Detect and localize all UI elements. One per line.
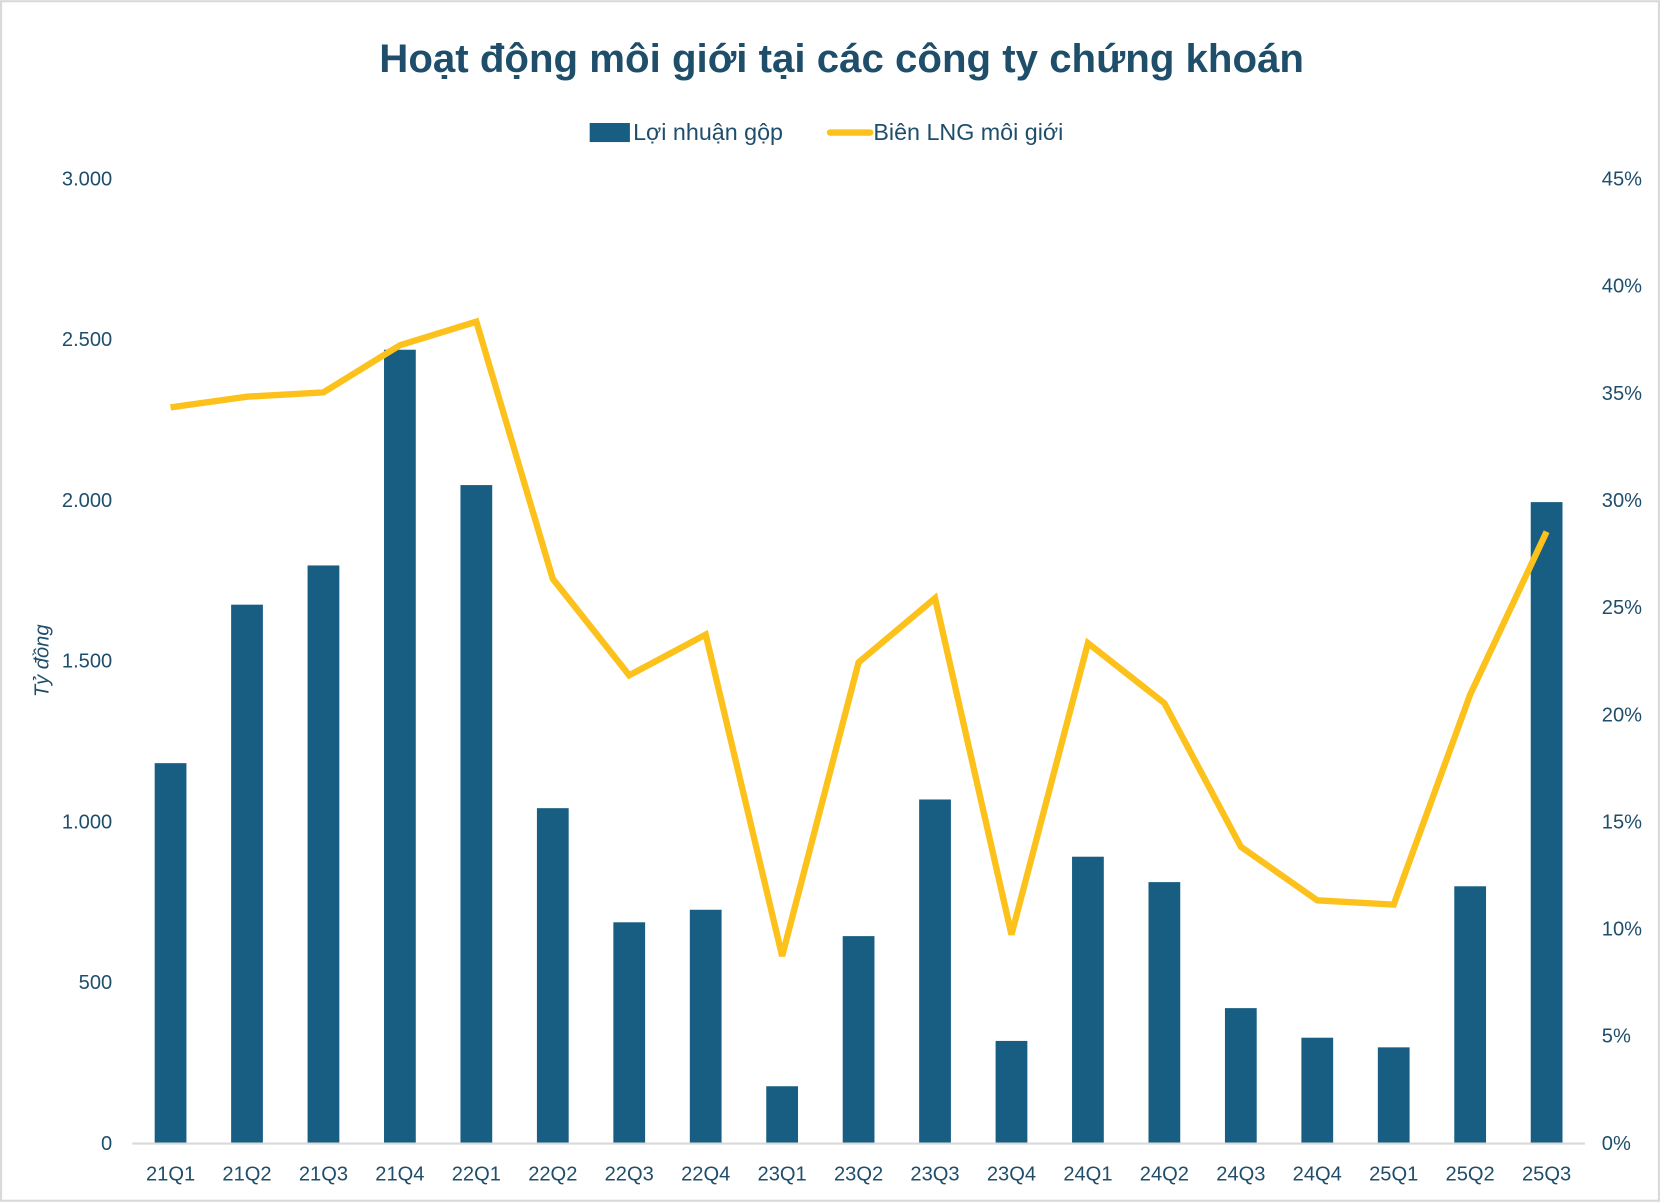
y-right-tick-label: 35%: [1602, 383, 1642, 405]
y-tick-label: 1.000: [62, 811, 112, 833]
bar-23Q1: [766, 1086, 799, 1143]
y-tick-label: 1.500: [62, 651, 112, 673]
bar-24Q3: [1224, 1008, 1257, 1143]
x-tick-label: 23Q3: [910, 1164, 959, 1186]
x-tick-label: 22Q1: [452, 1164, 501, 1186]
bar-25Q2: [1454, 886, 1487, 1143]
y-right-tick-label: 15%: [1602, 811, 1642, 833]
bar-21Q1: [154, 763, 187, 1143]
legend-swatch-bar: [589, 123, 630, 143]
x-tick-label: 22Q4: [681, 1164, 730, 1186]
y-right-tick-label: 20%: [1602, 704, 1642, 726]
bar-21Q3: [307, 565, 340, 1143]
x-tick-label: 25Q1: [1369, 1164, 1418, 1186]
x-tick-label: 25Q3: [1522, 1164, 1571, 1186]
x-tick-label: 23Q1: [758, 1164, 807, 1186]
x-tick-label: 21Q4: [375, 1164, 424, 1186]
y-tick-label: 3.000: [62, 168, 112, 190]
y-right-tick-label: 10%: [1602, 919, 1642, 941]
bar-22Q4: [689, 909, 722, 1143]
legend-label-bar: Lợi nhuận gộp: [633, 119, 783, 145]
x-tick-label: 24Q1: [1063, 1164, 1112, 1186]
bar-24Q1: [1072, 856, 1104, 1143]
x-axis: 21Q1 21Q2 21Q3 21Q4 22Q1 22Q2 22Q3 22Q4 23Q1 23Q2…: [146, 1164, 1571, 1186]
y-right-tick-label: 40%: [1602, 276, 1642, 298]
x-tick-label: 24Q4: [1293, 1164, 1342, 1186]
x-tick-label: 23Q4: [987, 1164, 1036, 1186]
y-tick-label: 500: [79, 972, 113, 994]
bar-23Q4: [995, 1040, 1028, 1143]
x-tick-label: 24Q2: [1140, 1164, 1189, 1186]
x-tick-label: 22Q2: [528, 1164, 577, 1186]
x-tick-label: 21Q3: [299, 1164, 348, 1186]
y-axis-label: Tỷ đồng: [32, 624, 54, 697]
y-right-tick-label: 30%: [1602, 490, 1642, 512]
bar-24Q4: [1301, 1037, 1334, 1143]
y-right-tick-label: 5%: [1602, 1026, 1631, 1048]
y-right-tick-label: 25%: [1602, 597, 1642, 619]
bar-22Q3: [613, 922, 646, 1143]
legend: Lợi nhuận gộp Biên LNG môi giới: [589, 119, 1063, 145]
y-tick-label: 2.000: [62, 490, 112, 512]
bar-21Q2: [231, 604, 263, 1143]
chart-title: Hoạt động môi giới tại các công ty chứng…: [379, 36, 1304, 81]
bar-23Q3: [919, 799, 951, 1143]
x-tick-label: 21Q2: [222, 1164, 271, 1186]
y-axis-right: 0% 5% 10% 15% 20% 25% 30% 35% 40% 45%: [1602, 168, 1642, 1154]
legend-label-line: Biên LNG môi giới: [873, 119, 1063, 145]
bar-22Q1: [460, 485, 493, 1143]
bar-23Q2: [842, 936, 875, 1143]
y-right-tick-label: 0%: [1602, 1133, 1631, 1155]
x-tick-label: 23Q2: [834, 1164, 883, 1186]
bar-25Q1: [1377, 1047, 1410, 1143]
bar-21Q4: [384, 349, 416, 1143]
y-tick-label: 0: [101, 1133, 112, 1155]
bar-24Q2: [1148, 882, 1181, 1143]
x-tick-label: 22Q3: [605, 1164, 654, 1186]
line-series: [170, 317, 1550, 957]
x-tick-label: 24Q3: [1216, 1164, 1265, 1186]
bar-series: [154, 349, 1563, 1143]
bar-25Q3: [1530, 502, 1563, 1143]
y-tick-label: 2.500: [62, 329, 112, 351]
y-axis-left: 0 500 1.000 1.500 2.000 2.500 3.000: [62, 168, 112, 1154]
bar-22Q2: [536, 808, 569, 1143]
x-tick-label: 25Q2: [1446, 1164, 1495, 1186]
y-right-tick-label: 45%: [1602, 168, 1642, 190]
x-tick-label: 21Q1: [146, 1164, 195, 1186]
